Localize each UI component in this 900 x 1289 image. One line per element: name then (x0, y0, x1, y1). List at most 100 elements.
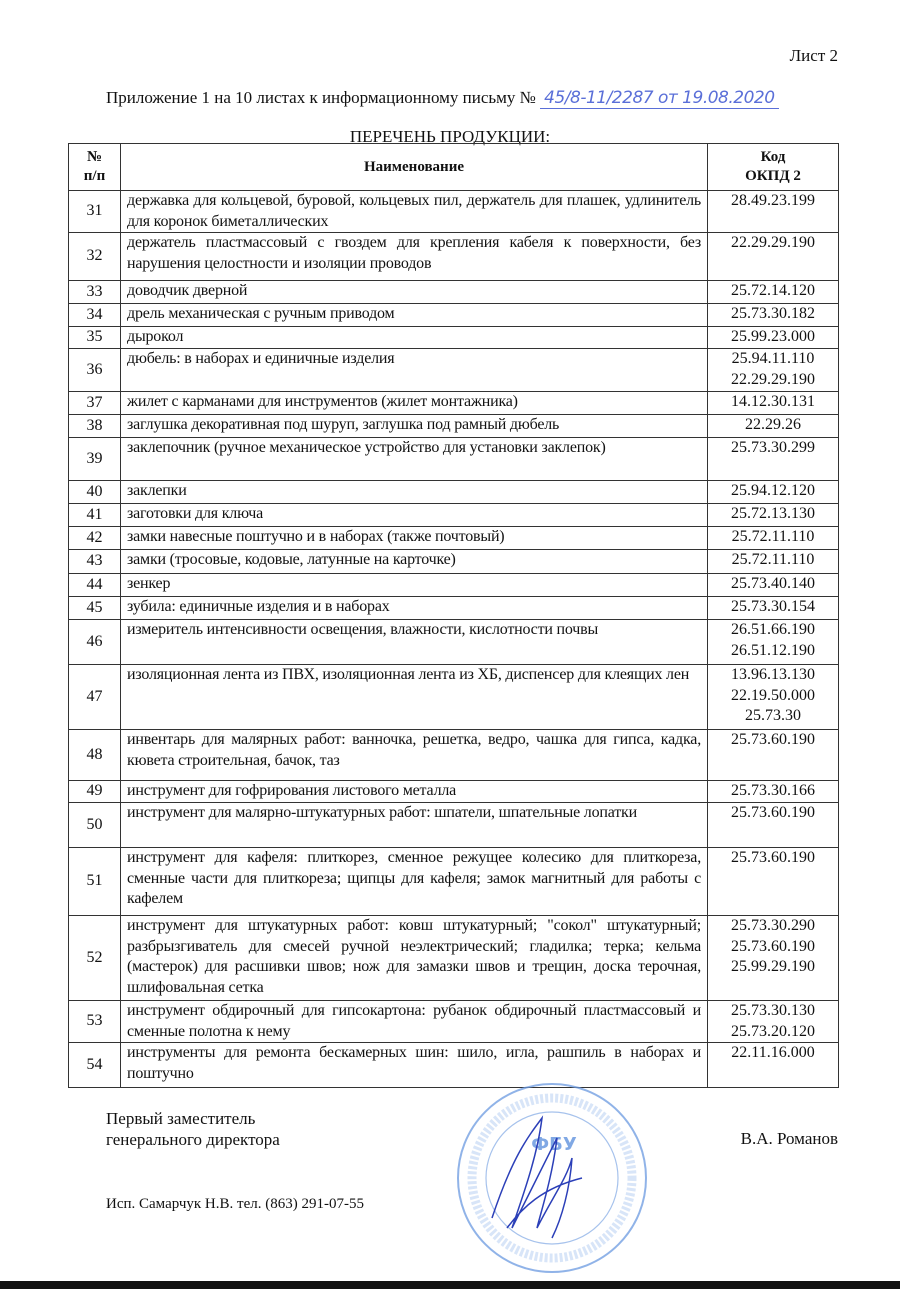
product-name: зубила: единичные изделия и в наборах (120, 596, 708, 620)
executor-info: Исп. Самарчук Н.В. тел. (863) 291-07-55 (106, 1196, 364, 1212)
okpd2-code: 28.49.23.199 (707, 190, 839, 233)
product-name: измеритель интенсивности освещения, влаж… (120, 619, 708, 665)
signer-name: В.А. Романов (740, 1129, 838, 1148)
table-row: 36 дюбель: в наборах и единичные изделия 2… (68, 348, 839, 392)
scan-edge (0, 1281, 900, 1289)
okpd2-code: 25.72.14.120 (707, 280, 839, 304)
table-row: 53 инструмент обдирочный для гипсокартона… (68, 1000, 839, 1043)
position-line-2: генерального директора (106, 1130, 280, 1149)
product-name: инструмент для штукатурных работ: ковш ш… (120, 915, 708, 1001)
table-row: 32 держатель пластмассовый с гвоздем для … (68, 232, 839, 281)
okpd2-code: 25.72.13.130 (707, 503, 839, 527)
row-number: 35 (68, 326, 121, 349)
product-name: замки (тросовые, кодовые, латунные на ка… (120, 549, 708, 574)
table-row: 51 инструмент для кафеля: плиткорез, смен… (68, 847, 839, 916)
okpd2-code: 25.73.30.290 25.73.60.190 25.99.29.190 (707, 915, 839, 1001)
signer-position: Первый заместитель генерального директор… (106, 1108, 280, 1150)
table-row: 34 дрель механическая с ручным приводом 25… (68, 303, 839, 327)
table-row: 42 замки навесные поштучно и в наборах (т… (68, 526, 839, 550)
product-name: инвентарь для малярных работ: ванночка, … (120, 729, 708, 781)
okpd2-code: 22.29.26 (707, 414, 839, 438)
row-number: 32 (68, 232, 121, 281)
product-name: инструмент для малярно-штукатурных работ… (120, 802, 708, 848)
row-number: 40 (68, 480, 121, 504)
product-name: дрель механическая с ручным приводом (120, 303, 708, 327)
table-row: 37 жилет с карманами для инструментов (жи… (68, 391, 839, 415)
row-number: 36 (68, 348, 121, 392)
appendix-text: Приложение 1 на 10 листах к информационн… (106, 88, 536, 107)
row-number: 41 (68, 503, 121, 527)
table-row: 54 инструменты для ремонта бескамерных ши… (68, 1042, 839, 1088)
row-number: 49 (68, 780, 121, 803)
table-row: 44 зенкер 25.73.40.140 (68, 573, 839, 597)
product-name: дюбель: в наборах и единичные изделия (120, 348, 708, 392)
row-number: 43 (68, 549, 121, 574)
product-name: доводчик дверной (120, 280, 708, 304)
table-row: 52 инструмент для штукатурных работ: ковш… (68, 915, 839, 1001)
row-number: 52 (68, 915, 121, 1001)
okpd2-code: 26.51.66.190 26.51.12.190 (707, 619, 839, 665)
row-number: 50 (68, 802, 121, 848)
product-name: дырокол (120, 326, 708, 349)
okpd2-code: 22.29.29.190 (707, 232, 839, 281)
column-header-name: Наименование (120, 143, 708, 191)
okpd2-code: 25.73.30.182 (707, 303, 839, 327)
letter-number-handwritten: 45/8-11/2287 от 19.08.2020 (540, 88, 779, 109)
okpd2-code: 25.73.40.140 (707, 573, 839, 597)
okpd2-code: 14.12.30.131 (707, 391, 839, 415)
table-row: 40 заклепки 25.94.12.120 (68, 480, 839, 504)
column-header-number: № п/п (68, 143, 121, 191)
okpd2-code: 22.11.16.000 (707, 1042, 839, 1088)
row-number: 34 (68, 303, 121, 327)
product-name: замки навесные поштучно и в наборах (так… (120, 526, 708, 550)
table-row: 50 инструмент для малярно-штукатурных раб… (68, 802, 839, 848)
row-number: 31 (68, 190, 121, 233)
okpd2-code: 25.73.60.190 (707, 802, 839, 848)
table-row: 45 зубила: единичные изделия и в наборах 2… (68, 596, 839, 620)
row-number: 48 (68, 729, 121, 781)
appendix-line: Приложение 1 на 10 листах к информационн… (106, 88, 779, 109)
table-row: 43 замки (тросовые, кодовые, латунные на … (68, 549, 839, 574)
row-number: 47 (68, 664, 121, 730)
table-row: 39 заклепочник (ручное механическое устро… (68, 437, 839, 481)
product-name: инструменты для ремонта бескамерных шин:… (120, 1042, 708, 1088)
table-header-row: № п/п Наименование Код ОКПД 2 (68, 143, 839, 191)
row-number: 54 (68, 1042, 121, 1088)
product-name: заклепки (120, 480, 708, 504)
table-row: 31 державка для кольцевой, буровой, кольц… (68, 190, 839, 233)
okpd2-code: 25.73.60.190 (707, 729, 839, 781)
table-row: 41 заготовки для ключа 25.72.13.130 (68, 503, 839, 527)
product-name: инструмент для гофрирования листового ме… (120, 780, 708, 803)
table-row: 49 инструмент для гофрирования листового … (68, 780, 839, 803)
table-row: 46 измеритель интенсивности освещения, вл… (68, 619, 839, 665)
position-line-1: Первый заместитель (106, 1109, 256, 1128)
table-row: 35 дырокол 25.99.23.000 (68, 326, 839, 349)
table-row: 38 заглушка декоративная под шуруп, заглу… (68, 414, 839, 438)
okpd2-code: 25.73.30.166 (707, 780, 839, 803)
row-number: 53 (68, 1000, 121, 1043)
row-number: 38 (68, 414, 121, 438)
row-number: 42 (68, 526, 121, 550)
okpd2-code: 25.73.30.299 (707, 437, 839, 481)
row-number: 45 (68, 596, 121, 620)
list-title: ПЕРЕЧЕНЬ ПРОДУКЦИИ: (349, 127, 551, 146)
product-name: инструмент для кафеля: плиткорез, сменно… (120, 847, 708, 916)
table-row: 33 доводчик дверной 25.72.14.120 (68, 280, 839, 304)
product-name: инструмент обдирочный для гипсокартона: … (120, 1000, 708, 1043)
okpd2-code: 13.96.13.130 22.19.50.000 25.73.30 (707, 664, 839, 730)
official-stamp: ФБУ (457, 1083, 647, 1273)
product-name: изоляционная лента из ПВХ, изоляционная … (120, 664, 708, 730)
signature (491, 1115, 583, 1239)
okpd2-code: 25.73.60.190 (707, 847, 839, 916)
product-name: державка для кольцевой, буровой, кольцев… (120, 190, 708, 233)
row-number: 46 (68, 619, 121, 665)
product-name: заготовки для ключа (120, 503, 708, 527)
table-row: 47 изоляционная лента из ПВХ, изоляционна… (68, 664, 839, 730)
sheet-number: Лист 2 (789, 46, 838, 65)
okpd2-code: 25.94.11.110 22.29.29.190 (707, 348, 839, 392)
row-number: 33 (68, 280, 121, 304)
okpd2-code: 25.94.12.120 (707, 480, 839, 504)
column-header-code: Код ОКПД 2 (707, 143, 839, 191)
product-name: зенкер (120, 573, 708, 597)
okpd2-code: 25.73.30.130 25.73.20.120 (707, 1000, 839, 1043)
